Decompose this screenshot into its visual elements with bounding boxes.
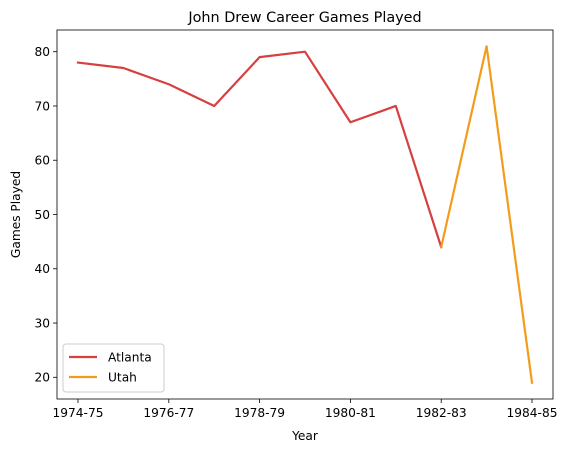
- y-tick-label: 70: [34, 99, 50, 113]
- chart-title: John Drew Career Games Played: [187, 10, 421, 26]
- x-tick-label: 1982-83: [416, 406, 467, 420]
- y-tick-label: 40: [34, 262, 50, 276]
- y-axis-label: Games Played: [9, 171, 23, 258]
- x-tick-label: 1976-77: [143, 406, 194, 420]
- y-tick-label: 60: [34, 154, 50, 168]
- y-tick-label: 30: [34, 316, 50, 330]
- legend-label-utah: Utah: [108, 370, 137, 384]
- x-axis-label: Year: [291, 429, 319, 443]
- legend-label-atlanta: Atlanta: [108, 350, 152, 364]
- x-tick-label: 1974-75: [53, 406, 104, 420]
- y-tick-label: 80: [34, 45, 50, 59]
- y-tick-label: 50: [34, 208, 50, 222]
- y-axis: 20 30 40 50 60 70 80: [34, 45, 57, 385]
- series-layer: [76, 45, 534, 384]
- x-axis: 1974-75 1976-77 1978-79 1980-81 1982-83 1984-…: [53, 399, 558, 420]
- y-tick-label: 20: [34, 371, 50, 385]
- x-tick-label: 1984-85: [507, 406, 558, 420]
- legend: Atlanta Utah: [62, 343, 165, 393]
- x-tick-label: 1980-81: [325, 406, 376, 420]
- series-line-atlanta: [76, 50, 443, 249]
- x-tick-label: 1978-79: [234, 406, 285, 420]
- series-line-utah: [439, 45, 534, 384]
